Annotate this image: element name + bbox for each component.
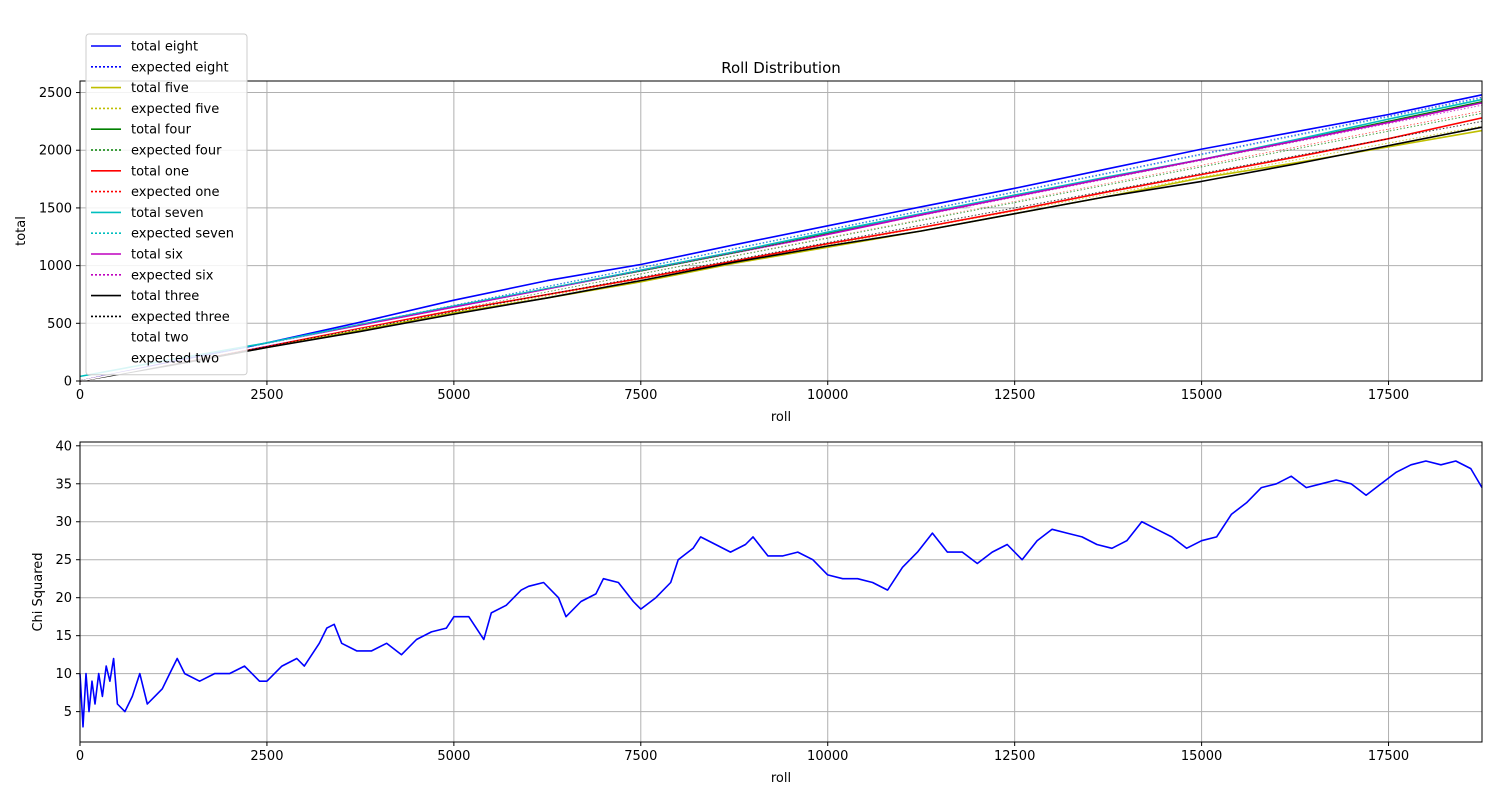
- top-plot-ytick-label: 1000: [39, 259, 72, 274]
- legend-entry: total four: [131, 123, 192, 138]
- legend-entry: total seven: [131, 206, 204, 221]
- legend-entry: total one: [131, 164, 189, 179]
- top-plot-ytick-label: 500: [47, 317, 72, 332]
- top-plot-xtick-label: 10000: [807, 388, 848, 403]
- bottom-plot-ylabel: Chi Squared: [31, 552, 46, 631]
- top-plot-ytick-label: 0: [64, 375, 72, 390]
- bottom-plot-grid: [79, 442, 1482, 742]
- top-plot-ytick-label: 2500: [39, 86, 72, 101]
- legend-box: [85, 33, 248, 376]
- legend-entry: expected six: [131, 268, 214, 283]
- legend-entry: expected two: [131, 352, 219, 367]
- top-plot-legend: total eight expected eight total five expec…: [85, 33, 248, 376]
- bottom-plot-ytick-label: 10: [55, 667, 72, 682]
- bottom-plot-ytick-label: 25: [55, 553, 72, 568]
- bottom-plot-ticks: 0 2500 5000 7500 10000 12500 15000 17500 5 10 15 20…: [55, 439, 1409, 764]
- top-plot-ytick-label: 1500: [39, 201, 72, 216]
- legend-entry: expected eight: [131, 60, 229, 75]
- bottom-plot-xtick-label: 5000: [437, 749, 470, 764]
- top-plot-xtick-label: 0: [76, 388, 84, 403]
- top-plot-xtick-label: 5000: [437, 388, 470, 403]
- bottom-plot-ytick-label: 30: [55, 515, 72, 530]
- bottom-plot-ytick-label: 5: [64, 705, 72, 720]
- top-plot-title: Roll Distribution: [721, 59, 841, 77]
- bottom-plot-series-line: [79, 460, 1483, 728]
- legend-entry: total five: [131, 81, 189, 96]
- top-plot-ytick-label: 2000: [39, 144, 72, 159]
- legend-entry: total six: [131, 248, 183, 263]
- bottom-plot-ytick-label: 20: [55, 591, 72, 606]
- top-plot-frame: [79, 80, 1483, 382]
- bottom-plot-xtick-label: 12500: [994, 749, 1035, 764]
- bottom-plot-xtick-label: 7500: [624, 749, 657, 764]
- legend-entry: expected seven: [131, 227, 234, 242]
- bottom-plot-xtick-label: 15000: [1181, 749, 1222, 764]
- legend-entry: expected five: [131, 102, 219, 117]
- legend-entry: total two: [131, 331, 189, 346]
- bottom-plot-xtick-label: 17500: [1368, 749, 1409, 764]
- bottom-plot-xtick-label: 2500: [250, 749, 283, 764]
- top-plot-series-total-two: [79, 109, 1483, 382]
- top-plot-series: [79, 94, 1483, 382]
- bottom-plot-xtick-label: 0: [76, 749, 84, 764]
- legend-entry: expected four: [131, 144, 222, 159]
- chi-squared-plot: 0 2500 5000 7500 10000 12500 15000 17500 5 10 15 20…: [31, 439, 1483, 786]
- top-plot-xtick-label: 12500: [994, 388, 1035, 403]
- roll-distribution-plot: 0 2500 5000 7500 10000 12500 15000 17500 0 500 100…: [14, 33, 1483, 425]
- top-plot-series-total-eight: [79, 94, 1483, 382]
- bottom-plot-ytick-label: 40: [55, 439, 72, 454]
- top-plot-series-total-three: [79, 126, 1483, 382]
- bottom-plot-xlabel: roll: [771, 771, 791, 786]
- top-plot-series-expected-seven: [79, 97, 1483, 382]
- bottom-plot-ytick-label: 15: [55, 629, 72, 644]
- top-plot-xlabel: roll: [771, 410, 791, 425]
- top-plot-xtick-label: 15000: [1181, 388, 1222, 403]
- top-plot-series-expected-two: [79, 108, 1483, 382]
- top-plot-ticks: 0 2500 5000 7500 10000 12500 15000 17500 0 500 100…: [39, 86, 1409, 403]
- legend-entry: total eight: [131, 40, 198, 55]
- top-plot-series-expected-five: [79, 125, 1483, 382]
- bottom-plot-series: [79, 460, 1483, 728]
- top-plot-xtick-label: 7500: [624, 388, 657, 403]
- legend-entry: expected three: [131, 310, 230, 325]
- bottom-plot-frame: [79, 441, 1483, 743]
- bottom-plot-ytick-label: 35: [55, 477, 72, 492]
- top-plot-xtick-label: 17500: [1368, 388, 1409, 403]
- legend-entry: total three: [131, 289, 199, 304]
- bottom-plot-xtick-label: 10000: [807, 749, 848, 764]
- legend-entry: expected one: [131, 185, 220, 200]
- top-plot-ylabel: total: [14, 216, 29, 246]
- top-plot-xtick-label: 2500: [250, 388, 283, 403]
- top-plot-series-total-one: [79, 117, 1483, 382]
